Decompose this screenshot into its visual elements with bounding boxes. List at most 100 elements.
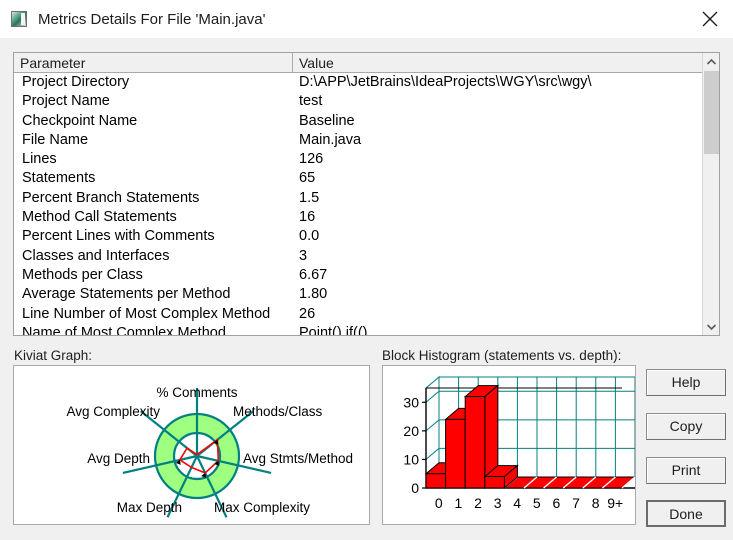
cell-value: D:\APP\JetBrains\IdeaProjects\WGY\src\wg… — [299, 74, 592, 90]
histogram-bar-front-0 — [425, 473, 447, 489]
histogram-ytick-label-3: 30 — [403, 394, 419, 410]
cell-parameter: Line Number of Most Complex Method — [14, 304, 293, 324]
kiviat-axis-3 — [196, 455, 228, 518]
table-row[interactable]: Project Name test — [14, 92, 719, 112]
kiviat-graph-chart: % Comments Methods/Class Avg Stmts/Method M… — [66, 385, 353, 518]
table-row[interactable]: Percent Lines with Comments 0.0 — [14, 227, 719, 247]
table-row[interactable]: Statements 65 — [14, 169, 719, 189]
histogram-ytick-label-1: 10 — [403, 451, 419, 467]
histogram-base-sep-10 — [621, 476, 635, 489]
print-button[interactable]: Print — [646, 457, 726, 484]
scroll-down-button[interactable] — [703, 318, 719, 335]
histogram-bar-3 — [483, 464, 519, 490]
histogram-xtick-label-8: 8 — [592, 495, 600, 511]
metrics-table[interactable]: Parameter Value Project Directory D:\APP\… — [13, 52, 720, 336]
histogram-xtick-label-6: 6 — [553, 495, 561, 511]
histogram-ytick-label-0: 0 — [411, 480, 419, 496]
cell-value: 26 — [299, 305, 316, 322]
kiviat-label-4: Max Depth — [117, 500, 182, 515]
column-header-parameter[interactable]: Parameter — [14, 53, 293, 72]
cell-value: 65 — [299, 170, 316, 187]
kiviat-point-2 — [214, 460, 220, 466]
cell-parameter: Method Call Statements — [14, 208, 293, 228]
cell-parameter: File Name — [14, 130, 293, 151]
scroll-up-button[interactable] — [703, 53, 719, 70]
histogram-depth-tick-3 — [425, 390, 440, 403]
table-row[interactable]: Average Statements per Method 1.80 — [14, 285, 719, 305]
histogram-base-sep-5 — [523, 476, 538, 489]
table-row[interactable]: Method Call Statements 16 — [14, 208, 719, 228]
histogram-xtick-label-5: 5 — [533, 495, 541, 511]
table-row[interactable]: Methods per Class 6.67 — [14, 265, 719, 286]
histogram-xtick-label-0: 0 — [435, 495, 443, 511]
cell-value: 1.5 — [299, 189, 320, 206]
table-row[interactable]: Project Directory D:\APP\JetBrains\IdeaPr… — [14, 73, 719, 93]
histogram-depth-tick-2 — [425, 419, 440, 432]
histogram-xtick-label-9+: 9+ — [607, 495, 623, 511]
kiviat-label-1: Methods/Class — [233, 404, 323, 419]
close-button[interactable] — [687, 0, 733, 38]
table-row[interactable]: Checkpoint Name Baseline — [14, 111, 719, 131]
kiviat-label-0: % Comments — [156, 385, 237, 400]
window-title: Metrics Details For File 'Main.java' — [38, 10, 266, 28]
cell-value: Baseline — [299, 112, 355, 129]
kiviat-label-5: Avg Depth — [87, 451, 150, 466]
title-bar: Metrics Details For File 'Main.java' — [0, 0, 733, 38]
done-button[interactable]: Done — [646, 500, 726, 527]
kiviat-label-6: Avg Complexity — [66, 404, 160, 419]
cell-parameter: Percent Branch Statements — [14, 188, 293, 209]
cell-parameter: Statements — [14, 169, 293, 189]
kiviat-point-3 — [201, 473, 207, 479]
cell-value: 0.0 — [299, 228, 320, 245]
kiviat-axis-2 — [196, 454, 272, 474]
cell-parameter: Project Directory — [14, 73, 293, 93]
cell-value: Point().if(() — [299, 324, 368, 336]
histogram-base-sep-6 — [543, 476, 558, 489]
table-header-row: Parameter Value — [14, 53, 719, 73]
histogram-xtick-label-4: 4 — [513, 495, 521, 511]
close-icon — [702, 11, 718, 27]
table-row[interactable]: Name of Most Complex Method Point().if(() — [14, 323, 719, 336]
help-button[interactable]: Help — [646, 369, 726, 396]
histogram-xtick-label-7: 7 — [572, 495, 580, 511]
scrollbar-thumb[interactable] — [704, 71, 719, 154]
chevron-down-icon — [706, 323, 717, 330]
kiviat-axis-5 — [122, 454, 198, 474]
histogram-bar-2 — [463, 384, 500, 490]
table-row[interactable]: Percent Branch Statements 1.5 — [14, 188, 719, 209]
table-row[interactable]: File Name Main.java — [14, 130, 719, 151]
kiviat-point-5 — [175, 459, 181, 465]
histogram-bar-front-2 — [464, 396, 486, 489]
histogram-bar-front-3 — [484, 476, 505, 489]
cell-value: test — [299, 93, 323, 110]
kiviat-axis-4 — [166, 455, 198, 518]
column-header-value[interactable]: Value — [293, 53, 704, 72]
histogram-base-sep-7 — [562, 476, 577, 489]
histogram-xtick-label-2: 2 — [474, 495, 482, 511]
cell-parameter: Checkpoint Name — [14, 111, 293, 131]
cell-parameter: Name of Most Complex Method — [14, 323, 293, 335]
chevron-up-icon — [706, 58, 717, 65]
table-vertical-scrollbar[interactable] — [702, 53, 719, 335]
kiviat-label-3: Max Complexity — [214, 500, 310, 515]
histogram-bar-front-1 — [445, 418, 466, 489]
kiviat-point-1 — [213, 439, 219, 445]
kiviat-label-2: Avg Stmts/Method — [243, 451, 353, 466]
cell-parameter: Project Name — [14, 92, 293, 112]
block-histogram-panel: 0 10 20 30 0 1 2 3 4 5 6 7 8 9+ — [382, 365, 636, 525]
table-row[interactable]: Line Number of Most Complex Method 26 — [14, 304, 719, 324]
histogram-base-sep-9 — [601, 476, 616, 489]
table-row[interactable]: Lines 126 — [14, 150, 719, 170]
cell-parameter: Methods per Class — [14, 265, 293, 286]
cell-value: 6.67 — [299, 266, 328, 283]
cell-value: 16 — [299, 209, 316, 226]
cell-parameter: Average Statements per Method — [14, 285, 293, 305]
copy-button[interactable]: Copy — [646, 413, 726, 440]
metrics-app-icon — [11, 11, 27, 27]
cell-value: 3 — [299, 247, 308, 264]
table-row[interactable]: Classes and Interfaces 3 — [14, 246, 719, 266]
block-histogram-label: Block Histogram (statements vs. depth): — [382, 348, 622, 363]
table-body: Project Directory D:\APP\JetBrains\IdeaPr… — [14, 73, 719, 336]
